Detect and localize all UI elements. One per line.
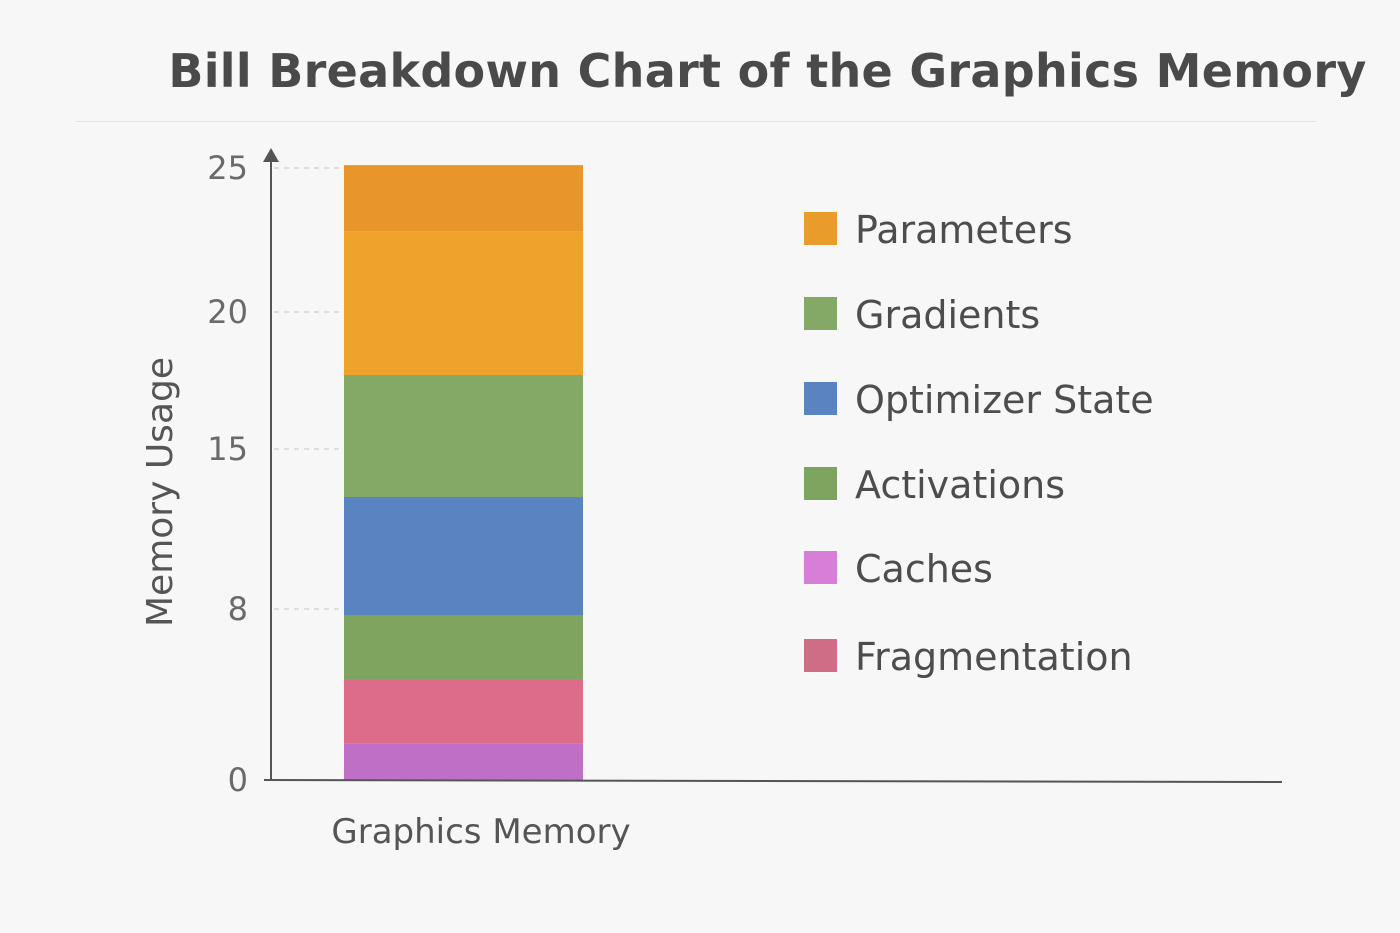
y-tick-label: 0 [228, 761, 248, 799]
bar-segment [344, 231, 583, 376]
legend-label: Gradients [855, 293, 1040, 337]
bar-segment [344, 679, 583, 744]
y-tick-label: 15 [207, 430, 248, 468]
bar-segment [344, 375, 583, 497]
legend-swatch [804, 639, 837, 672]
legend-label: Caches [855, 547, 993, 591]
chart-title: Bill Breakdown Chart of the Graphics Mem… [168, 44, 1367, 98]
legend: Parameters Gradients Optimizer State Activa… [804, 208, 1154, 679]
bar-segments [344, 165, 583, 780]
legend-label: Parameters [855, 208, 1073, 252]
axes [263, 148, 1283, 783]
bar-segment [344, 615, 583, 680]
legend-swatch [804, 382, 837, 415]
legend-swatch [804, 467, 837, 500]
y-axis-arrow [263, 148, 279, 162]
bar-segment [344, 165, 583, 232]
legend-swatch [804, 297, 837, 330]
y-tick-label: 20 [207, 293, 248, 331]
legend-label: Optimizer State [855, 378, 1154, 422]
title-divider [76, 121, 1316, 122]
y-tick-labels: 0 8 15 20 25 [207, 149, 248, 799]
x-category-label: Graphics Memory [331, 812, 630, 852]
legend-swatch [804, 212, 837, 245]
legend-swatch [804, 551, 837, 584]
gridlines [274, 167, 350, 610]
bar-segment [344, 497, 583, 616]
legend-label: Fragmentation [855, 635, 1133, 679]
x-axis-line [263, 779, 1283, 783]
legend-label: Activations [855, 463, 1065, 507]
y-axis-title: Memory Usage [140, 357, 181, 627]
y-tick-label: 8 [228, 590, 248, 628]
bar-segment [344, 743, 583, 780]
y-tick-label: 25 [207, 149, 248, 187]
